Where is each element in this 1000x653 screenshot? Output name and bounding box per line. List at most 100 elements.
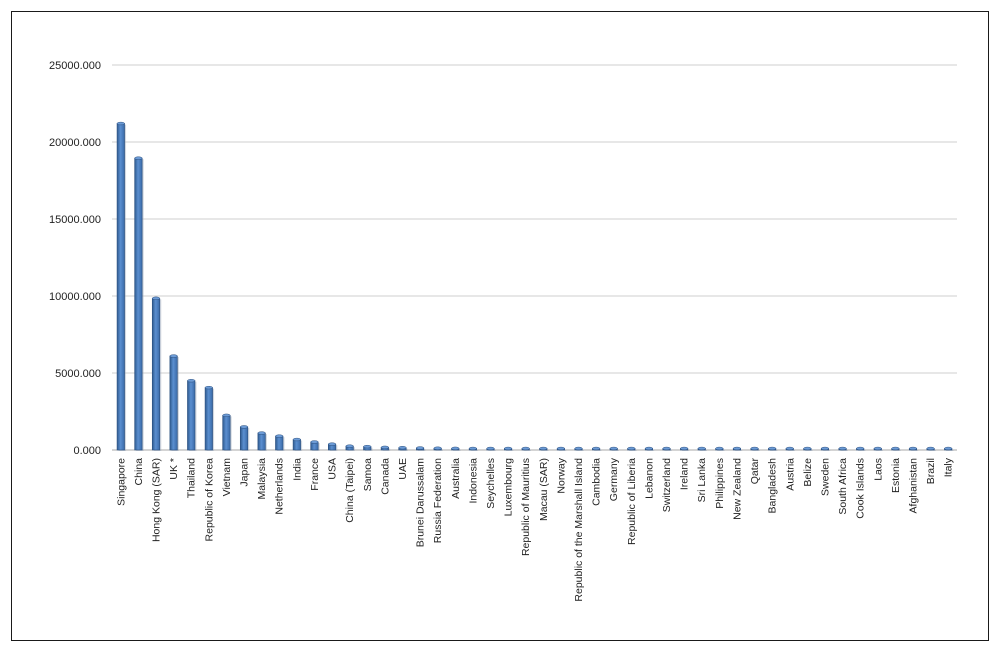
bar [926,446,936,451]
bar [468,446,479,451]
x-category-label: Italy [943,457,955,477]
x-category-label: South Africa [837,458,849,515]
x-category-label: Japan [239,458,251,487]
x-category-label: Macau (SAR) [538,458,550,521]
x-category-label: Republic of the Marshall Island [573,458,585,602]
gridlines [112,64,957,451]
x-category-label: Seychelles [485,458,497,509]
y-tick-label: 0.000 [73,445,101,457]
x-category-label: Ireland [679,458,691,490]
y-tick-label: 15000.000 [49,214,101,226]
bar [944,446,954,451]
x-category-label: Brazil [925,458,937,484]
bar [151,296,162,451]
bar [257,431,267,451]
x-category-label: Vietnam [221,458,233,497]
x-category-label: Sri Lanka [696,458,708,503]
bar [486,446,496,451]
x-category-label: Switzerland [661,458,673,512]
bar [433,446,443,451]
x-category-label: Afghanistan [907,458,919,514]
bar [169,354,179,451]
x-category-label: Thailand [186,458,198,498]
bar [908,446,919,451]
bar [328,442,338,451]
x-category-label: Luxembourg [503,458,515,517]
x-category-label: Indonesia [467,458,479,504]
bar [521,446,531,451]
x-category-label: Belize [802,458,814,487]
x-category-label: Republic of Korea [203,458,215,542]
x-category-label: Samoa [362,458,374,491]
y-tick-label: 10000.000 [49,291,101,303]
bar [644,446,655,451]
x-category-label: Hong Kong (SAR) [151,458,163,542]
bar [116,121,127,452]
bar [856,446,866,451]
bars [116,121,954,452]
y-axis-tick-labels: 0.000 5000.000 10000.000 15000.000 20000.000… [49,60,101,457]
x-category-label: Laos [872,458,884,481]
bar [820,446,831,451]
x-category-label: Philippines [714,458,726,509]
x-category-label: Netherlands [274,458,286,515]
bar [768,446,778,451]
bar [556,446,567,451]
x-category-label: Qatar [749,458,761,485]
bar [416,446,426,451]
bar [292,437,303,451]
x-axis-category-labels: Singapore China Hong Kong (SAR) UK * Thailan… [115,457,954,601]
bar [750,446,760,451]
x-category-label: USA [327,458,339,480]
chart-frame [11,11,989,641]
x-category-label: Brunei Darussalam [415,458,427,548]
bar [204,385,215,451]
bar [504,446,514,451]
bar [609,446,619,451]
x-category-label: France [309,458,321,491]
x-category-label: Russia Federation [432,458,444,543]
x-category-label: Sweden [819,458,831,496]
x-category-label: UK * [168,458,180,480]
bar [363,444,373,451]
bar [275,434,285,451]
y-tick-label: 20000.000 [49,137,101,149]
bar [697,446,707,451]
x-category-label: Cambodia [591,458,603,506]
x-category-label: Cook Islands [855,458,867,519]
x-category-label: Estonia [890,458,902,493]
x-category-label: China [133,458,145,486]
x-category-label: New Zealand [731,458,743,520]
bar [732,446,743,451]
bar [310,440,320,451]
x-category-label: Republic of Liberia [626,458,638,545]
bar [592,446,602,451]
bar [539,446,549,451]
bar [838,446,848,451]
y-tick-label: 5000.000 [55,368,101,380]
bar [134,156,144,452]
bar [380,445,391,451]
x-category-label: Malaysia [256,458,268,500]
x-category-label: China (Taipei) [344,458,356,523]
bar [627,446,637,451]
bar [398,446,408,451]
bar [891,446,901,451]
x-category-label: Bangladesh [767,458,779,514]
x-category-label: Canada [379,458,391,495]
x-category-label: Republic of Mauritius [520,458,532,556]
bar [873,446,884,451]
x-category-label: UAE [397,458,409,480]
x-category-label: India [291,458,303,481]
bar [222,413,232,451]
x-category-label: Austria [784,458,796,491]
bar [785,446,796,451]
bar [574,446,584,451]
bar [803,446,813,451]
x-category-label: Australia [450,458,462,499]
bar [239,425,250,451]
bar [662,446,672,451]
y-tick-label: 25000.000 [49,60,101,72]
bar [680,446,690,451]
